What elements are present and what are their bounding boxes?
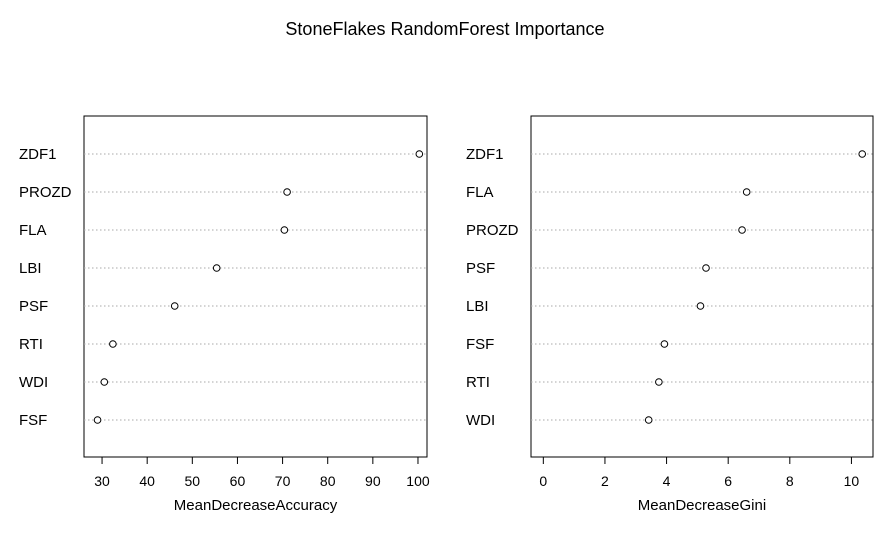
data-point (100, 378, 109, 386)
x-tick-label: 6 (724, 473, 732, 489)
data-point (738, 226, 746, 234)
data-point (283, 188, 291, 196)
variable-label: LBI (466, 298, 489, 315)
data-point (644, 416, 653, 424)
plot-frame (530, 115, 874, 458)
x-tick-label: 8 (786, 473, 794, 489)
plot-frame (83, 115, 428, 458)
panel-mean-decrease-gini: ZDF1 FLA PROZD PSF LBI FSF RTI WDI 0 2 4 6 8 10 MeanDe… (466, 115, 874, 514)
x-tick-label: 30 (94, 473, 110, 489)
x-tick-label: 60 (230, 473, 246, 489)
x-tick-label: 4 (663, 473, 671, 489)
variable-label: WDI (466, 412, 495, 429)
variable-label: FSF (466, 336, 494, 353)
data-point (660, 340, 669, 348)
data-point (93, 416, 102, 424)
data-point (696, 302, 705, 310)
variable-label: RTI (466, 374, 490, 391)
data-point (212, 264, 221, 272)
x-tick-label: 0 (539, 473, 547, 489)
variable-label: WDI (19, 374, 48, 391)
variable-label: RTI (19, 336, 43, 353)
data-point (415, 150, 424, 158)
panel-mean-decrease-accuracy: ZDF1 PROZD FLA LBI PSF RTI WDI FSF 30 40 50 60 70 80 9… (19, 115, 430, 514)
variable-label: ZDF1 (466, 146, 504, 163)
variable-label: FSF (19, 412, 47, 429)
data-point (109, 340, 117, 348)
data-point (655, 378, 663, 386)
variable-label: PROZD (19, 184, 72, 201)
data-point (742, 188, 751, 196)
x-tick-label: 90 (365, 473, 381, 489)
x-tick-label: 70 (275, 473, 291, 489)
data-point (280, 226, 289, 234)
variable-label: PSF (466, 260, 495, 277)
data-point (702, 264, 710, 272)
variable-label: FLA (19, 222, 47, 239)
data-point (858, 150, 867, 158)
variable-label: LBI (19, 260, 42, 277)
x-axis-label: MeanDecreaseAccuracy (174, 497, 338, 514)
variable-label: PROZD (466, 222, 519, 239)
x-tick-label: 50 (185, 473, 201, 489)
variable-label: ZDF1 (19, 146, 57, 163)
x-tick-label: 100 (406, 473, 430, 489)
x-tick-label: 2 (601, 473, 609, 489)
data-point (170, 302, 179, 310)
x-tick-label: 80 (320, 473, 336, 489)
figure-title: StoneFlakes RandomForest Importance (285, 19, 604, 39)
x-tick-label: 10 (844, 473, 860, 489)
x-tick-label: 40 (139, 473, 155, 489)
x-axis-label: MeanDecreaseGini (638, 497, 766, 514)
variable-label: FLA (466, 184, 494, 201)
variable-label: PSF (19, 298, 48, 315)
